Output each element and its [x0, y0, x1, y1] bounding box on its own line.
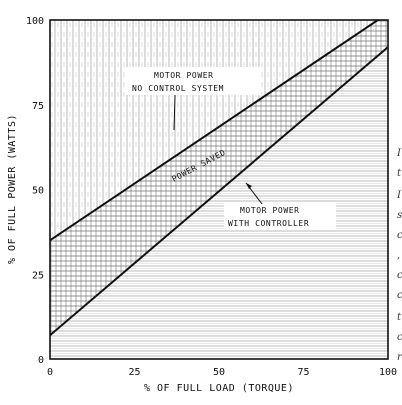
edge-char: c	[397, 290, 402, 301]
edge-char: t	[397, 168, 402, 179]
annotation-pointer-no-control	[173, 94, 176, 131]
region-power-saved	[50, 20, 388, 336]
edge-char: s	[397, 210, 402, 221]
y-tick-label: 50	[32, 186, 44, 197]
annotation-arrowhead	[246, 183, 252, 189]
edge-char: t	[397, 312, 402, 323]
edge-char: I	[397, 190, 401, 201]
annotation-with-controller-line2: WITH CONTROLLER	[228, 219, 309, 228]
y-tick-labels: 0 25 50 75 100	[26, 16, 44, 366]
annotation-bg-no-control	[126, 67, 260, 95]
x-tick-label: 50	[213, 367, 225, 378]
annotation-with-controller-line1: MOTOR POWER	[240, 206, 300, 215]
annotation-no-control-line2: NO CONTROL SYSTEM	[132, 84, 224, 93]
edge-char: c	[397, 270, 402, 281]
annotation-no-control-line1: MOTOR POWER	[154, 71, 214, 80]
x-tick-labels: 0 25 50 75 100	[47, 367, 397, 378]
annotation-bg-with-controller	[224, 202, 336, 230]
series-line-no-control	[50, 20, 380, 242]
plot-frame	[49, 19, 389, 360]
x-tick-label: 25	[128, 367, 140, 378]
y-axis-label: % OF FULL POWER (WATTS)	[7, 114, 18, 264]
edge-char: c	[397, 332, 402, 343]
edge-char: ,	[397, 250, 401, 261]
edge-char: r	[397, 352, 402, 363]
x-axis-label: % OF FULL LOAD (TORQUE)	[144, 383, 294, 394]
y-tick-label: 25	[32, 270, 44, 281]
x-tick-label: 75	[297, 367, 309, 378]
y-tick-label: 0	[38, 355, 44, 366]
y-tick-label: 75	[32, 101, 44, 112]
series-line-with-controller	[50, 46, 388, 337]
y-tick-label: 100	[26, 16, 44, 27]
edge-char: I	[397, 148, 401, 159]
region-below-controller	[50, 47, 388, 359]
x-tick-label: 100	[379, 367, 397, 378]
x-tick-label: 0	[47, 367, 53, 378]
edge-char: c	[397, 230, 402, 241]
